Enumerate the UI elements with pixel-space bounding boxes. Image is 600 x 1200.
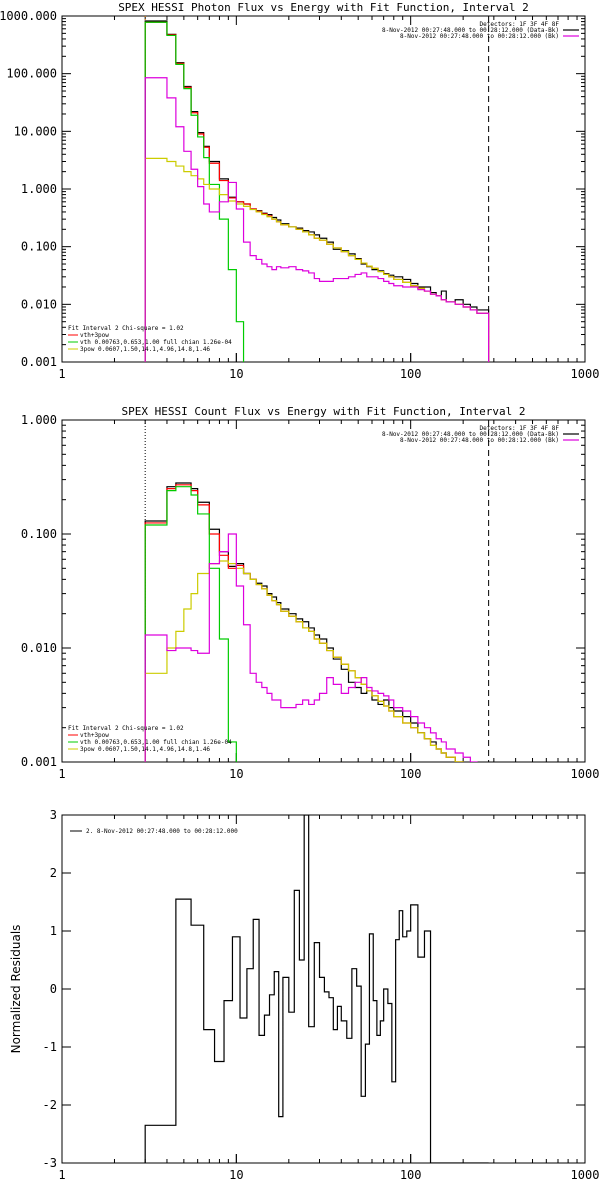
y-tick-label: -1 <box>43 1040 57 1054</box>
x-tick-label: 1000 <box>571 1168 600 1182</box>
y-tick-label: 1 <box>50 924 57 938</box>
y-tick-label: 0 <box>50 982 57 996</box>
legend-top-right-text: 8-Nov-2012 00:27:48.000 to 00:28:12.000 … <box>400 33 559 40</box>
series-line-2 <box>144 484 490 762</box>
y-tick-label: -3 <box>43 1156 57 1170</box>
y-tick-label: -2 <box>43 1098 57 1112</box>
y-tick-label: 100.000 <box>6 67 57 81</box>
series-line-3 <box>144 486 245 762</box>
legend-bottom-left-text: vth+3pow <box>80 332 109 339</box>
chart-panel-3: 1 10 100 1000 -3 -2 -1 0 1 2 3 Normalized Residuals… <box>9 808 599 1182</box>
legend-top-right-text: Detectors: 1F 3F 4F 8F <box>480 425 560 432</box>
x-tick-label: 10 <box>229 367 243 381</box>
x-tick-label: 1 <box>58 1168 65 1182</box>
y-tick-label: 1.000 <box>21 413 57 427</box>
series-group <box>144 815 489 1163</box>
x-tick-label: 10 <box>229 767 243 781</box>
legend-bottom-left-text: vth 0.00763,0.653,1.00 full chian 1.26e-… <box>80 739 232 746</box>
x-tick-label: 100 <box>400 767 422 781</box>
legend-top-right-text: 8-Nov-2012 00:27:48.000 to 00:28:12.000 … <box>382 431 559 438</box>
y-tick-label: 0.001 <box>21 355 57 369</box>
x-tick-label: 1 <box>58 367 65 381</box>
y-tick-label: 1000.000 <box>0 9 57 23</box>
legend-bottom-left-text: Fit Interval 2 Chi-square = 1.02 <box>68 725 184 732</box>
legend-top-right-text: 8-Nov-2012 00:27:48.000 to 00:28:12.000 … <box>382 27 559 34</box>
x-tick-label: 1000 <box>571 767 600 781</box>
series-group <box>144 482 490 762</box>
series-line-2 <box>144 21 490 362</box>
legend-bottom-left-text: vth+3pow <box>80 732 109 739</box>
chart-title: SPEX HESSI Count Flux vs Energy with Fit… <box>122 405 526 418</box>
y-tick-label: 0.010 <box>21 641 57 655</box>
x-tick-label: 1000 <box>571 367 600 381</box>
y-tick-label: 0.100 <box>21 240 57 254</box>
series-line-1 <box>144 815 489 1163</box>
plot-frame <box>61 419 586 763</box>
legend-bottom-left-text: 3pow 0.0607,1.50,14.1,4.96,14.8,1.46 <box>80 746 210 753</box>
y-axis-label: Normalized Residuals <box>9 925 23 1054</box>
y-tick-label: 2 <box>50 866 57 880</box>
series-line-1 <box>144 482 490 762</box>
series-group <box>144 20 490 362</box>
series-line-5 <box>144 533 490 762</box>
y-tick-label: 0.010 <box>21 297 57 311</box>
series-line-3 <box>144 21 251 362</box>
series-line-4 <box>144 157 490 362</box>
chart-panel-2: SPEX HESSI Count Flux vs Energy with Fit… <box>21 405 600 781</box>
x-tick-label: 10 <box>229 1168 243 1182</box>
chart-panel-1: SPEX HESSI Photon Flux vs Energy with Fi… <box>0 1 599 381</box>
x-tick-label: 100 <box>400 367 422 381</box>
y-tick-label: 0.100 <box>21 527 57 541</box>
legend-top-right-text: Detectors: 1F 3F 4F 8F <box>480 21 560 28</box>
plot-frame <box>61 814 586 1164</box>
series-line-5 <box>144 77 490 362</box>
legend-bottom-left-text: Fit Interval 2 Chi-square = 1.02 <box>68 325 184 332</box>
y-tick-label: 0.001 <box>21 755 57 769</box>
x-tick-label: 100 <box>400 1168 422 1182</box>
x-tick-label: 1 <box>58 767 65 781</box>
plot-frame <box>61 15 586 363</box>
y-tick-label: 10.000 <box>14 124 57 138</box>
y-tick-label: 3 <box>50 808 57 822</box>
y-tick-label: 1.000 <box>21 182 57 196</box>
series-line-1 <box>144 20 490 362</box>
legend-top-right-text: 8-Nov-2012 00:27:48.000 to 00:28:12.000 … <box>400 437 559 444</box>
chart-title: SPEX HESSI Photon Flux vs Energy with Fi… <box>118 1 529 14</box>
legend-bottom-left-text: vth 0.00763,0.653,1.00 full chian 1.26e-… <box>80 339 232 346</box>
series-line-4 <box>144 560 490 762</box>
legend-top-left-text: 2. 8-Nov-2012 00:27:48.000 to 00:28:12.0… <box>86 828 238 835</box>
legend-bottom-left-text: 3pow 0.0607,1.50,14.1,4.96,14.8,1.46 <box>80 346 210 353</box>
